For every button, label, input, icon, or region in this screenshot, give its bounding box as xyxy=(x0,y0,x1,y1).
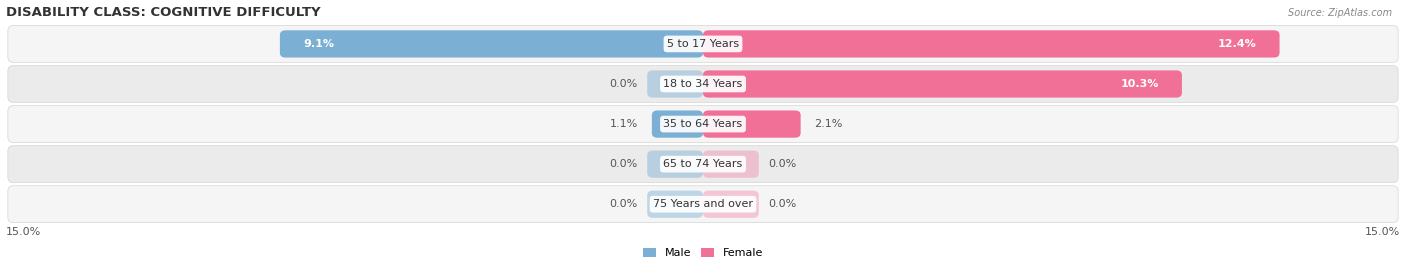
FancyBboxPatch shape xyxy=(703,30,1279,58)
FancyBboxPatch shape xyxy=(647,70,703,98)
FancyBboxPatch shape xyxy=(8,25,1398,62)
FancyBboxPatch shape xyxy=(8,186,1398,223)
FancyBboxPatch shape xyxy=(647,191,703,218)
Text: 9.1%: 9.1% xyxy=(304,39,335,49)
Text: DISABILITY CLASS: COGNITIVE DIFFICULTY: DISABILITY CLASS: COGNITIVE DIFFICULTY xyxy=(6,6,321,19)
FancyBboxPatch shape xyxy=(652,110,703,138)
Text: 0.0%: 0.0% xyxy=(610,199,638,209)
Text: 5 to 17 Years: 5 to 17 Years xyxy=(666,39,740,49)
Text: 2.1%: 2.1% xyxy=(814,119,844,129)
Text: 0.0%: 0.0% xyxy=(768,159,796,169)
Text: 10.3%: 10.3% xyxy=(1121,79,1159,89)
Text: 12.4%: 12.4% xyxy=(1218,39,1257,49)
FancyBboxPatch shape xyxy=(703,110,800,138)
Legend: Male, Female: Male, Female xyxy=(638,244,768,263)
Text: 65 to 74 Years: 65 to 74 Years xyxy=(664,159,742,169)
Text: Source: ZipAtlas.com: Source: ZipAtlas.com xyxy=(1288,8,1392,18)
Text: 75 Years and over: 75 Years and over xyxy=(652,199,754,209)
Text: 15.0%: 15.0% xyxy=(1365,227,1400,238)
Text: 0.0%: 0.0% xyxy=(768,199,796,209)
FancyBboxPatch shape xyxy=(703,191,759,218)
Text: 15.0%: 15.0% xyxy=(6,227,41,238)
FancyBboxPatch shape xyxy=(8,146,1398,183)
Text: 18 to 34 Years: 18 to 34 Years xyxy=(664,79,742,89)
FancyBboxPatch shape xyxy=(703,150,759,178)
FancyBboxPatch shape xyxy=(8,106,1398,143)
Text: 1.1%: 1.1% xyxy=(610,119,638,129)
Text: 35 to 64 Years: 35 to 64 Years xyxy=(664,119,742,129)
FancyBboxPatch shape xyxy=(647,150,703,178)
FancyBboxPatch shape xyxy=(280,30,703,58)
Text: 0.0%: 0.0% xyxy=(610,159,638,169)
FancyBboxPatch shape xyxy=(8,66,1398,102)
FancyBboxPatch shape xyxy=(703,70,1182,98)
Text: 0.0%: 0.0% xyxy=(610,79,638,89)
